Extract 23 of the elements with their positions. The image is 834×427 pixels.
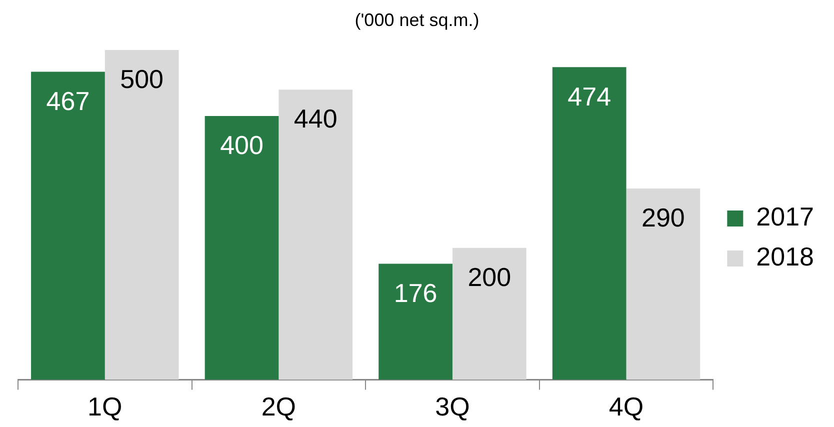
bar [204,116,279,380]
bar [626,188,700,380]
bar [31,72,105,380]
data-label: 200 [468,262,512,292]
data-label: 467 [46,86,90,116]
data-label: 500 [120,64,164,94]
bar [452,248,526,380]
x-tick-label: 4Q [608,392,644,422]
x-tick-label: 2Q [261,392,296,422]
data-label: 290 [642,202,685,233]
x-tick-label: 3Q [435,392,470,422]
x-tick-label: 1Q [88,392,122,422]
data-label: 440 [294,104,338,134]
data-label: 176 [394,278,438,308]
bar [104,50,179,380]
legend-label: 2017 [756,202,814,232]
bar [552,67,626,380]
data-label: 400 [220,130,264,160]
data-label: 474 [568,81,612,112]
bar [278,90,353,380]
bar [378,264,452,380]
chart-subtitle: ('000 net sq.m.) [354,10,480,31]
legend-label: 2018 [756,242,814,272]
